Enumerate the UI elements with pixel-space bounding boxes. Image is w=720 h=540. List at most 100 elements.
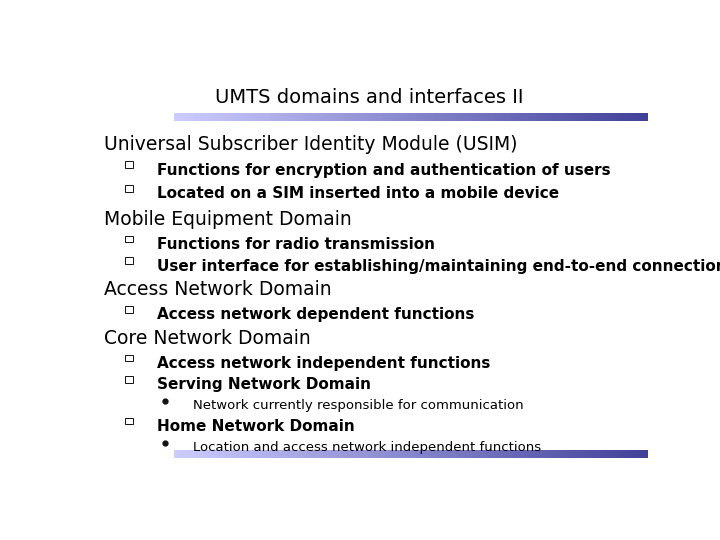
Bar (642, 450, 645, 458)
Bar (220, 450, 222, 458)
Bar (250, 450, 253, 458)
Bar (466, 450, 468, 458)
Bar (415, 450, 418, 458)
Bar (153, 113, 156, 121)
Bar (428, 450, 431, 458)
Bar (110, 450, 113, 458)
Bar (445, 450, 448, 458)
Bar (400, 450, 403, 458)
Bar (444, 450, 446, 458)
Bar (289, 450, 292, 458)
Bar (449, 113, 451, 121)
Bar (641, 113, 643, 121)
Bar (397, 113, 400, 121)
Bar (168, 450, 171, 458)
Bar (622, 113, 624, 121)
Bar (460, 450, 462, 458)
Bar (542, 450, 544, 458)
Bar (354, 113, 356, 121)
Bar (559, 450, 561, 458)
Bar (628, 113, 630, 121)
Bar (367, 113, 369, 121)
Bar (466, 113, 468, 121)
Bar (137, 450, 139, 458)
Bar (644, 450, 647, 458)
Bar (226, 450, 228, 458)
Bar (105, 450, 107, 458)
Bar (96, 113, 98, 121)
Bar (172, 113, 174, 121)
Bar (101, 113, 104, 121)
Bar (622, 450, 624, 458)
Bar (412, 450, 414, 458)
Bar (378, 450, 381, 458)
Bar (557, 450, 559, 458)
Bar (615, 113, 617, 121)
Bar (272, 113, 275, 121)
Bar (112, 113, 114, 121)
Bar (616, 113, 618, 121)
Bar (552, 113, 554, 121)
Bar (444, 113, 446, 121)
Bar (406, 450, 409, 458)
Text: Functions for encryption and authentication of users: Functions for encryption and authenticat… (157, 163, 611, 178)
Bar (300, 113, 302, 121)
Bar (97, 450, 100, 458)
Bar (534, 113, 537, 121)
Bar (207, 113, 210, 121)
Bar (557, 113, 559, 121)
Bar (590, 450, 593, 458)
Bar (179, 113, 181, 121)
Bar (118, 450, 120, 458)
Bar (248, 113, 251, 121)
Bar (174, 450, 176, 458)
Bar (252, 113, 254, 121)
Bar (514, 113, 516, 121)
Bar (392, 450, 394, 458)
Bar (155, 450, 158, 458)
Bar (533, 113, 535, 121)
Bar (529, 450, 531, 458)
Bar (313, 113, 315, 121)
Bar (378, 113, 381, 121)
Bar (103, 113, 105, 121)
Bar (601, 113, 604, 121)
Text: Core Network Domain: Core Network Domain (104, 329, 311, 348)
Bar (332, 450, 334, 458)
Bar (575, 450, 578, 458)
Bar (523, 113, 526, 121)
Bar (320, 113, 323, 121)
Bar (293, 113, 295, 121)
Bar (629, 113, 632, 121)
Bar (482, 113, 485, 121)
Text: Location and access network independent functions: Location and access network independent … (193, 441, 541, 454)
Bar (377, 450, 379, 458)
Bar (176, 113, 178, 121)
Bar (481, 450, 483, 458)
Bar (393, 113, 395, 121)
Bar (127, 113, 130, 121)
Bar (170, 450, 172, 458)
Bar (601, 450, 604, 458)
Bar (310, 450, 312, 458)
Bar (613, 450, 615, 458)
Bar (315, 450, 318, 458)
Bar (189, 450, 191, 458)
Bar (328, 450, 330, 458)
Bar (441, 450, 444, 458)
Bar (603, 113, 606, 121)
Bar (402, 113, 405, 121)
Bar (540, 450, 543, 458)
Text: Access network dependent functions: Access network dependent functions (157, 307, 474, 322)
Bar (261, 113, 264, 121)
Bar (615, 450, 617, 458)
Bar (125, 376, 133, 383)
Bar (399, 450, 401, 458)
Bar (512, 450, 515, 458)
Bar (124, 450, 126, 458)
Bar (373, 113, 375, 121)
Bar (153, 450, 156, 458)
Bar (559, 113, 561, 121)
Bar (523, 450, 526, 458)
Bar (339, 113, 342, 121)
